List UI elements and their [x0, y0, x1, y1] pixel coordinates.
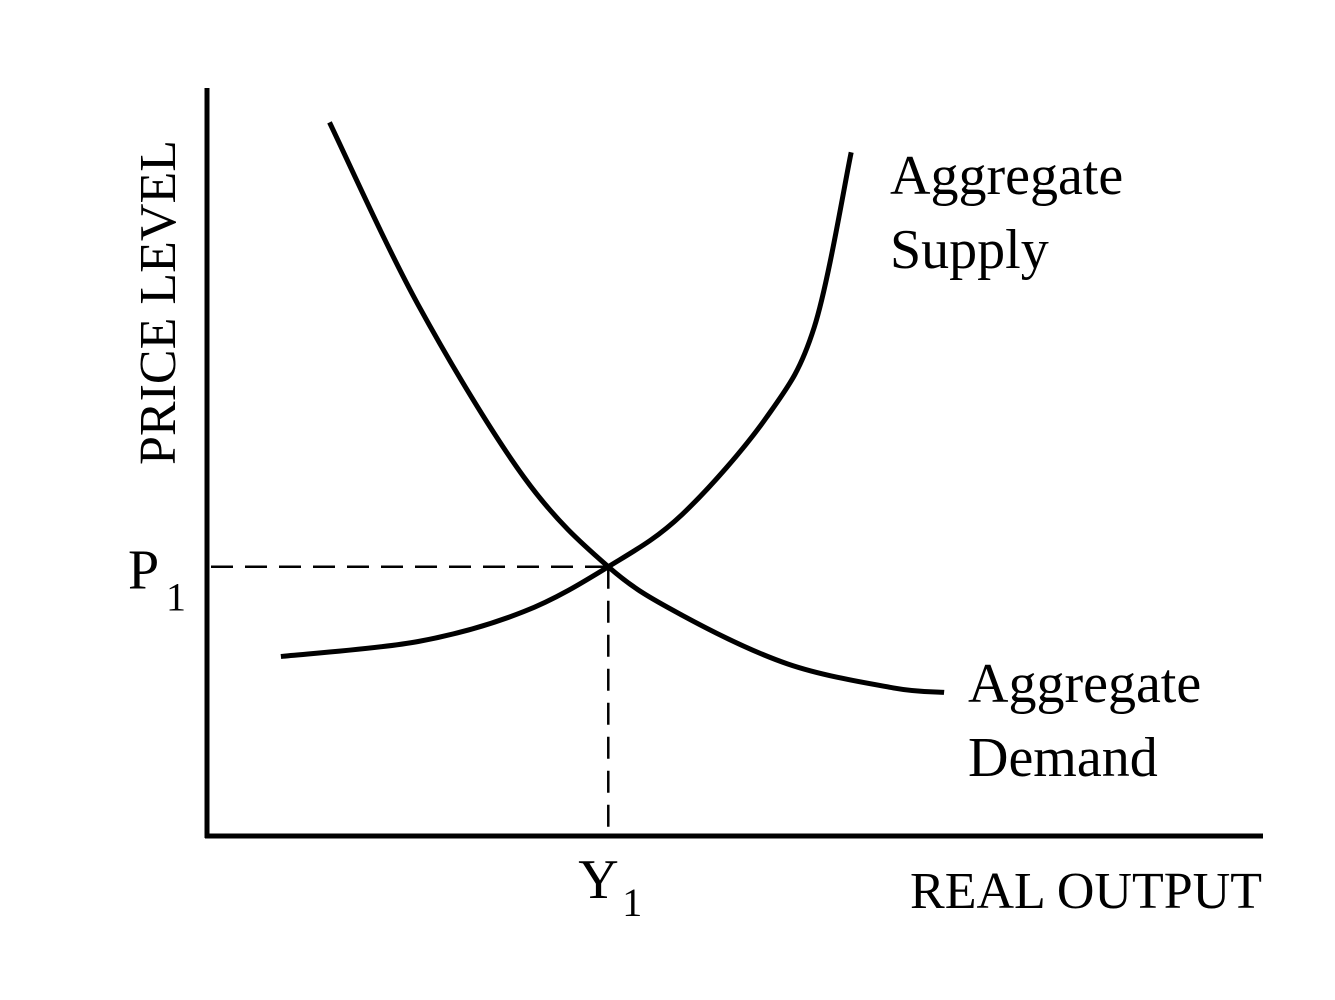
aggregate-demand-curve — [327, 121, 945, 695]
p1-label-sub: 1 — [166, 575, 186, 620]
aggregate-demand-label-line1: Aggregate — [968, 653, 1201, 715]
y-axis-label: PRICE LEVEL — [130, 140, 187, 465]
equilibrium-output-label: Y 1 — [578, 849, 642, 925]
p1-label-main: P — [128, 540, 159, 602]
y1-label-sub: 1 — [622, 880, 642, 925]
curves — [280, 121, 945, 695]
equilibrium-guides — [211, 565, 610, 834]
y1-label-main: Y — [578, 849, 618, 911]
aggregate-supply-curve — [280, 151, 854, 659]
aggregate-supply-label-line2: Supply — [890, 219, 1049, 281]
equilibrium-price-label: P 1 — [128, 540, 186, 620]
aggregate-supply-label: Aggregate Supply — [890, 145, 1123, 281]
axes — [204, 88, 1263, 839]
x-axis-label: REAL OUTPUT — [910, 863, 1262, 920]
aggregate-demand-label-line2: Demand — [968, 727, 1158, 789]
aggregate-demand-label: Aggregate Demand — [968, 653, 1201, 789]
aggregate-supply-label-line1: Aggregate — [890, 145, 1123, 207]
